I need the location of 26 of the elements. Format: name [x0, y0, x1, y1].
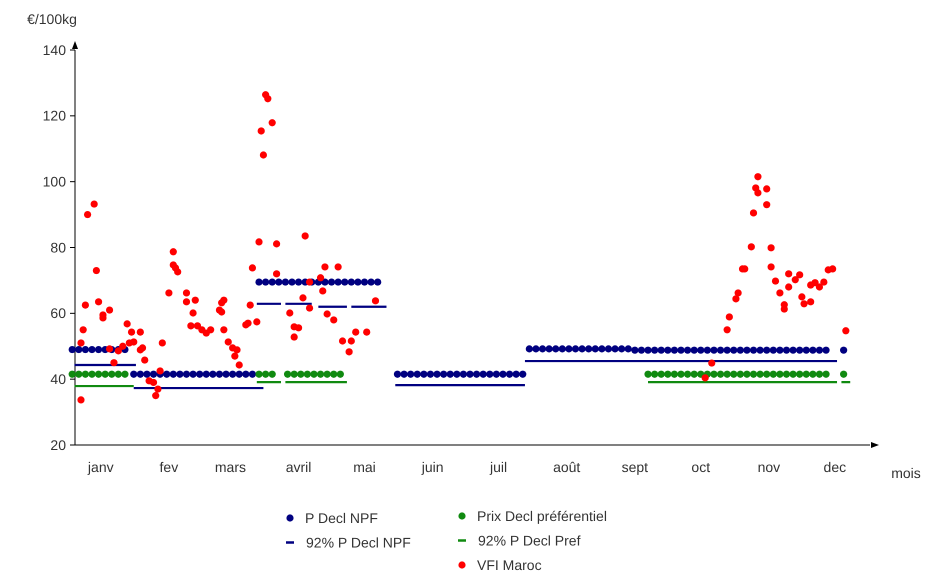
y-tick-label: 120: [42, 108, 66, 124]
x-tick-label: août: [553, 459, 580, 475]
x-tick-label: sept: [622, 459, 648, 475]
x-tick-label: janv: [86, 459, 114, 475]
y-tick-label: 100: [42, 174, 66, 190]
x-tick-label: juil: [489, 459, 508, 475]
x-axis-title: mois: [891, 465, 921, 481]
x-tick-label: fev: [160, 459, 178, 475]
y-tick-label: 60: [50, 305, 66, 322]
y-tick-label: 20: [50, 436, 66, 453]
legend-label: Prix Decl préférentiel: [477, 508, 607, 524]
x-tick-label: avril: [286, 459, 312, 475]
legend-label: P Decl NPF: [305, 510, 378, 526]
x-tick-label: oct: [691, 459, 710, 475]
x-tick-label: mai: [353, 459, 376, 475]
x-tick-label: juin: [420, 459, 444, 475]
y-tick-label: 80: [50, 239, 66, 256]
x-tick-label: nov: [758, 459, 780, 475]
legend-label: 92% P Decl Pref: [478, 532, 581, 548]
legend-label: VFI Maroc: [477, 556, 542, 573]
y-tick-label: 40: [50, 371, 66, 388]
x-tick-label: mars: [214, 459, 246, 475]
x-tick-label: dec: [824, 459, 846, 475]
y-axis-title: €/100kg: [27, 11, 77, 27]
y-tick-label: 140: [42, 42, 66, 58]
legend-label: 92% P Decl NPF: [306, 534, 411, 550]
